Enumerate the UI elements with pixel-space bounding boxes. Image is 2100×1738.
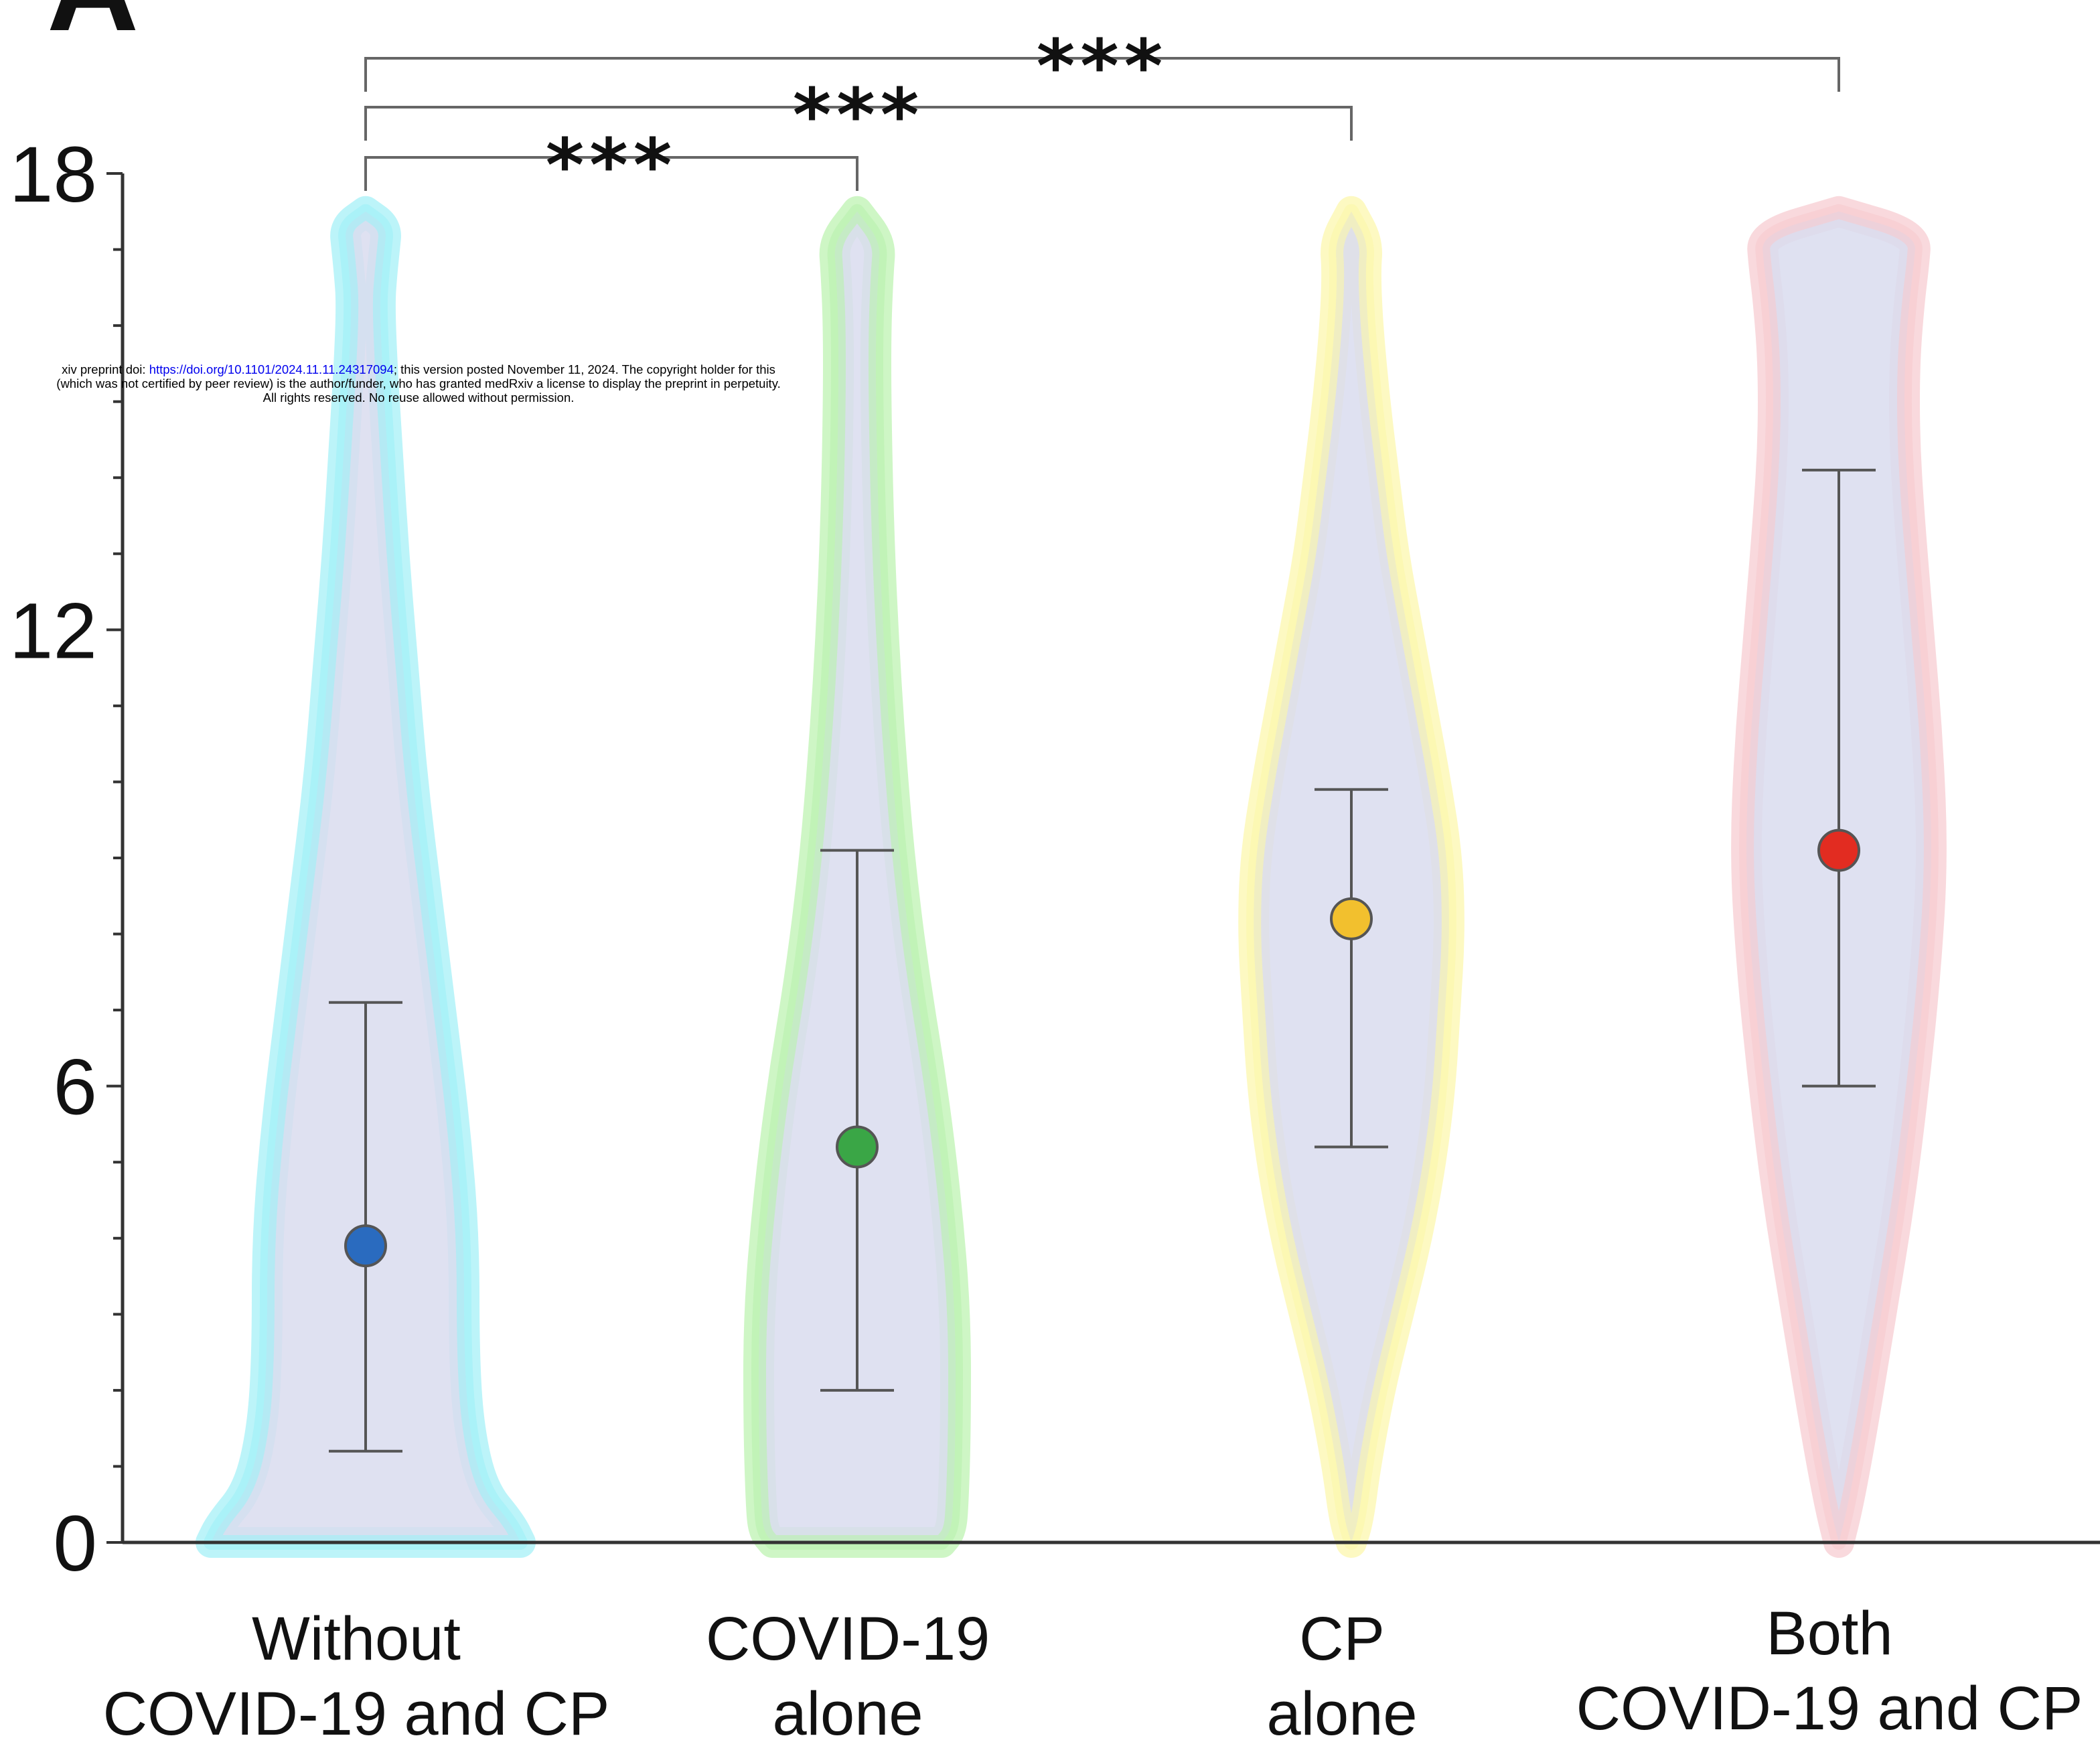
- preprint-line-3: All rights reserved. No reuse allowed wi…: [262, 390, 575, 405]
- category-label-line1-3: CP: [1299, 1605, 1385, 1673]
- category-label-line2-4: COVID-19 and CP: [1576, 1674, 2083, 1738]
- bracket-2: [364, 106, 1353, 141]
- category-label-line2-2: alone: [772, 1680, 923, 1738]
- violins: [196, 196, 1947, 1558]
- preprint-line-1: xiv preprint doi: https://doi.org/10.110…: [62, 362, 775, 376]
- panel-letter: A: [47, 0, 139, 58]
- category-label-line1-4: Both: [1766, 1599, 1892, 1668]
- y-tick-label: 18: [9, 131, 97, 219]
- category-labels: Without COVID-19 and CP COVID-19 alone CP alo…: [103, 1599, 2083, 1738]
- mean-points: [344, 828, 1860, 1268]
- category-label-line1-1: Without: [252, 1605, 461, 1673]
- y-tick-label: 12: [9, 587, 97, 675]
- significance-label-2: ***: [793, 72, 925, 158]
- axes: 0 6 12 18: [9, 131, 2100, 1588]
- category-label-line2-1: COVID-19 and CP: [103, 1680, 610, 1738]
- y-tick-label: 6: [53, 1043, 97, 1132]
- significance-brackets: *** *** ***: [364, 23, 1840, 208]
- bracket-1: [364, 156, 858, 191]
- significance-label-3: ***: [1037, 23, 1169, 109]
- preprint-notice: xiv preprint doi: https://doi.org/10.110…: [0, 362, 837, 405]
- error-bars: [329, 468, 1876, 1453]
- mean-point-2: [836, 1125, 879, 1169]
- mean-point-4: [1817, 828, 1860, 872]
- bracket-3: [364, 57, 1840, 92]
- significance-label-1: ***: [546, 123, 678, 208]
- preprint-line-2: (which was not certified by peer review)…: [56, 376, 781, 390]
- violin-body-1: [204, 204, 528, 1550]
- mean-point-1: [344, 1224, 387, 1268]
- category-label-line2-3: alone: [1266, 1680, 1417, 1738]
- doi-link[interactable]: https://doi.org/10.1101/2024.11.11.24317…: [149, 362, 394, 376]
- y-tick-label: 0: [53, 1500, 97, 1588]
- mean-point-3: [1330, 897, 1373, 940]
- category-label-line1-2: COVID-19: [706, 1605, 990, 1673]
